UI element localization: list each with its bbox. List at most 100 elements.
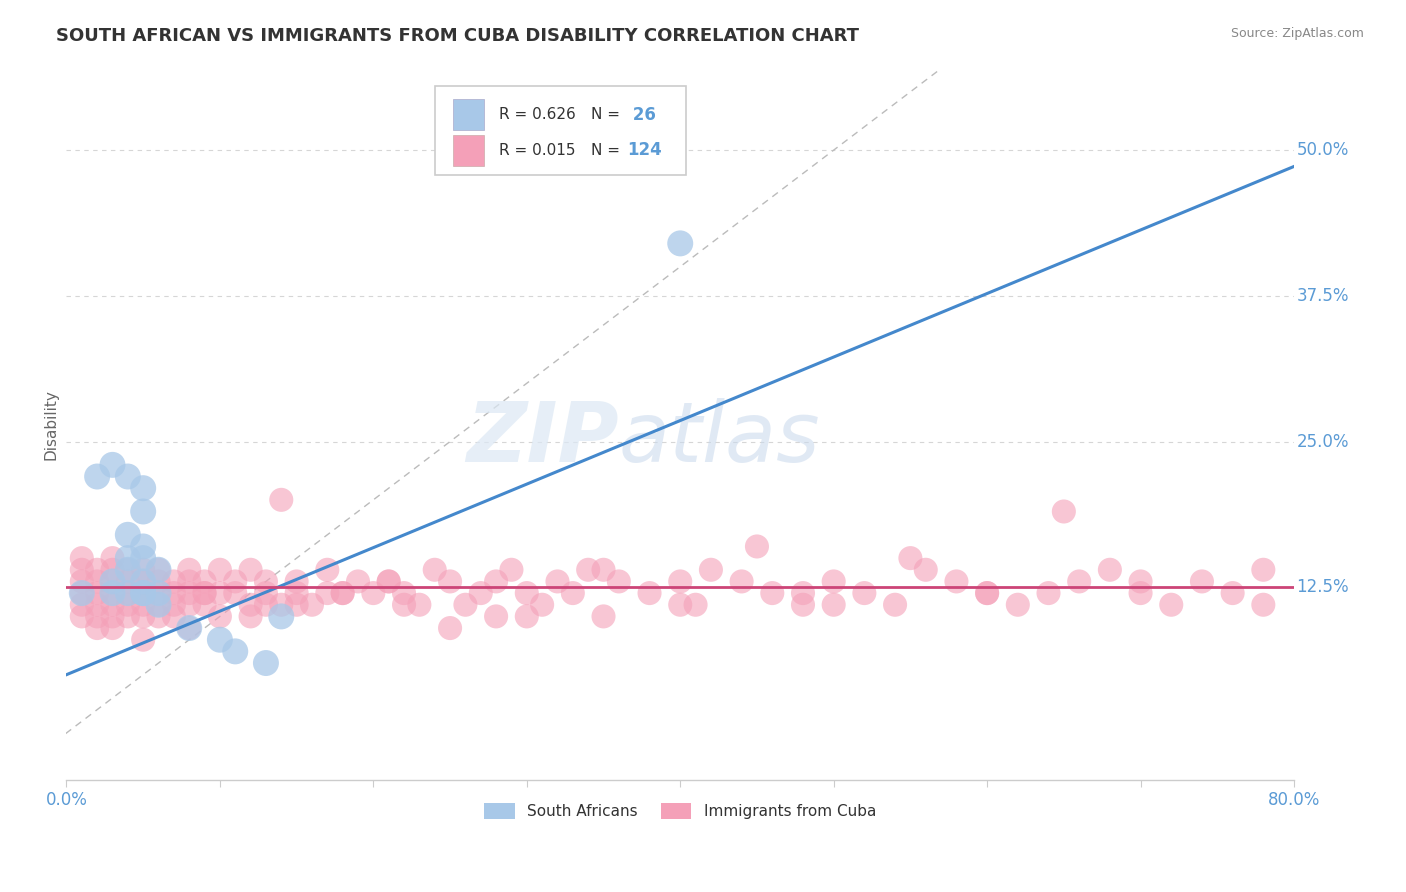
Text: N =: N =: [591, 143, 624, 158]
Point: [101, 621, 124, 635]
Point: [914, 563, 936, 577]
Point: [792, 598, 814, 612]
Point: [316, 586, 339, 600]
Point: [224, 586, 246, 600]
Point: [254, 598, 277, 612]
Point: [485, 574, 508, 589]
Point: [148, 598, 170, 612]
Point: [254, 574, 277, 589]
Point: [576, 563, 599, 577]
Point: [117, 528, 139, 542]
Point: [270, 492, 292, 507]
Point: [132, 563, 155, 577]
Point: [117, 586, 139, 600]
Point: [101, 574, 124, 589]
Text: R = 0.015: R = 0.015: [499, 143, 575, 158]
Point: [1069, 574, 1091, 589]
Point: [592, 609, 614, 624]
Point: [392, 598, 415, 612]
Point: [270, 609, 292, 624]
Point: [86, 586, 108, 600]
Point: [86, 574, 108, 589]
Point: [669, 574, 692, 589]
Point: [669, 236, 692, 251]
Point: [132, 586, 155, 600]
Point: [730, 574, 752, 589]
Point: [193, 598, 215, 612]
Point: [70, 609, 93, 624]
Point: [392, 586, 415, 600]
Point: [117, 598, 139, 612]
Point: [148, 563, 170, 577]
Point: [86, 469, 108, 483]
Point: [208, 586, 231, 600]
Point: [179, 621, 201, 635]
Point: [117, 563, 139, 577]
Point: [285, 598, 308, 612]
Text: 26: 26: [627, 106, 657, 124]
Y-axis label: Disability: Disability: [44, 389, 58, 459]
Point: [148, 586, 170, 600]
Point: [823, 574, 845, 589]
Point: [117, 563, 139, 577]
Point: [1253, 563, 1275, 577]
Point: [86, 563, 108, 577]
Point: [117, 551, 139, 566]
Text: 12.5%: 12.5%: [1296, 578, 1350, 596]
Point: [1253, 598, 1275, 612]
Point: [70, 598, 93, 612]
Point: [132, 551, 155, 566]
Point: [101, 609, 124, 624]
Point: [148, 609, 170, 624]
Point: [485, 609, 508, 624]
FancyBboxPatch shape: [453, 135, 484, 166]
Point: [86, 609, 108, 624]
Point: [224, 574, 246, 589]
Point: [823, 598, 845, 612]
Point: [208, 563, 231, 577]
Point: [132, 504, 155, 518]
Point: [884, 598, 907, 612]
FancyBboxPatch shape: [434, 87, 686, 175]
Point: [132, 598, 155, 612]
Point: [439, 574, 461, 589]
Point: [1191, 574, 1213, 589]
Point: [853, 586, 876, 600]
Point: [546, 574, 568, 589]
Point: [132, 586, 155, 600]
Point: [101, 574, 124, 589]
Point: [470, 586, 492, 600]
Point: [117, 609, 139, 624]
Point: [132, 574, 155, 589]
Point: [638, 586, 661, 600]
Point: [208, 632, 231, 647]
Point: [148, 563, 170, 577]
Point: [685, 598, 707, 612]
Point: [148, 586, 170, 600]
Point: [363, 586, 385, 600]
Point: [132, 574, 155, 589]
Point: [86, 598, 108, 612]
Text: SOUTH AFRICAN VS IMMIGRANTS FROM CUBA DISABILITY CORRELATION CHART: SOUTH AFRICAN VS IMMIGRANTS FROM CUBA DI…: [56, 27, 859, 45]
Point: [239, 563, 262, 577]
Point: [148, 598, 170, 612]
Point: [179, 586, 201, 600]
Point: [332, 586, 354, 600]
Point: [208, 609, 231, 624]
Point: [1129, 586, 1152, 600]
Point: [976, 586, 998, 600]
Point: [101, 586, 124, 600]
Text: 37.5%: 37.5%: [1296, 287, 1348, 305]
Point: [132, 586, 155, 600]
Point: [101, 551, 124, 566]
Point: [423, 563, 446, 577]
Point: [607, 574, 630, 589]
Point: [285, 586, 308, 600]
Text: N =: N =: [591, 107, 624, 122]
Point: [761, 586, 783, 600]
Text: 25.0%: 25.0%: [1296, 433, 1348, 450]
Point: [254, 586, 277, 600]
Point: [792, 586, 814, 600]
Point: [900, 551, 922, 566]
Point: [101, 563, 124, 577]
